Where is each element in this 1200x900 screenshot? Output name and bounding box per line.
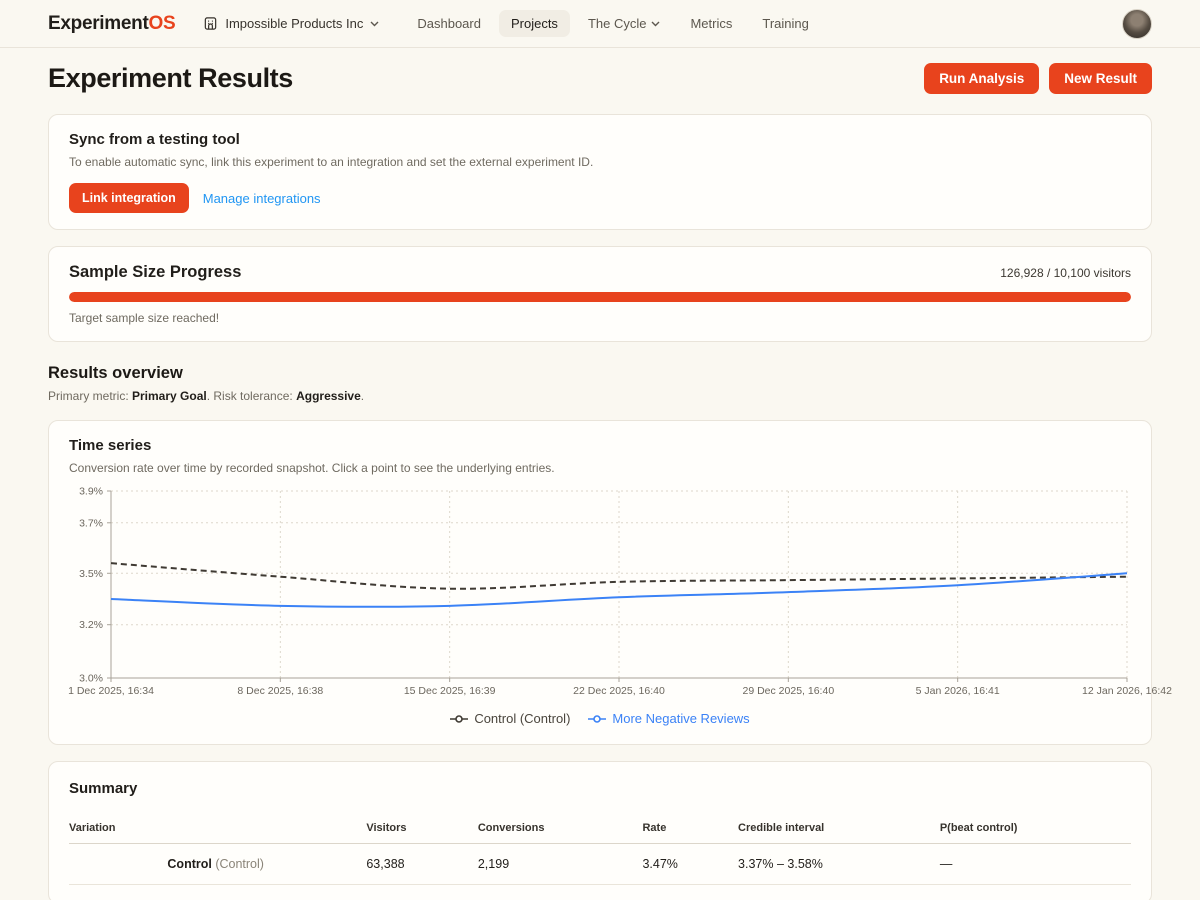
nav-item-metrics[interactable]: Metrics <box>690 16 733 31</box>
legend-line-icon <box>588 714 607 724</box>
brand-text: Experiment <box>48 12 149 34</box>
svg-text:5 Jan 2026, 16:41: 5 Jan 2026, 16:41 <box>916 685 1000 697</box>
p-beat-control-cell: — <box>939 843 1131 885</box>
sample-size-title: Sample Size Progress <box>69 263 242 281</box>
column-header-variation: Variation <box>69 813 367 844</box>
conversions-cell: 2,199 <box>477 843 643 885</box>
chevron-down-icon <box>651 21 660 27</box>
time-series-card: Time series Conversion rate over time by… <box>48 420 1172 745</box>
org-name: Impossible Products Inc <box>225 16 364 31</box>
svg-text:3.7%: 3.7% <box>79 517 103 529</box>
summary-table: Variation Visitors Conversions Rate Credible… <box>69 813 1131 885</box>
nav-item-projects[interactable]: Projects <box>498 10 570 37</box>
visitors-count: 126,928 / 10,100 visitors <box>1000 266 1131 280</box>
svg-text:15 Dec 2025, 16:39: 15 Dec 2025, 16:39 <box>404 685 496 697</box>
column-header-p-beat-control-: P(beat control) <box>939 813 1131 844</box>
chart-svg: 3.9% 3.7% 3.5% 3.2% 3.0%1 Dec 2025, 16:34 8 D… <box>68 486 1172 698</box>
nav-items: Dashboard Projects The Cycle Metrics Trainin… <box>405 10 820 37</box>
svg-text:8 Dec 2025, 16:38: 8 Dec 2025, 16:38 <box>237 685 323 697</box>
results-overview-section: Results overview Primary metric: Primary… <box>48 364 1152 403</box>
legend-item-control-control-[interactable]: Control (Control) <box>450 711 570 726</box>
link-integration-button[interactable]: Link integration <box>69 183 189 213</box>
nav-item-dashboard[interactable]: Dashboard <box>417 16 481 31</box>
rate-cell: 3.47% <box>642 843 739 885</box>
primary-metric-value: Primary Goal <box>132 389 207 403</box>
svg-text:22 Dec 2025, 16:40: 22 Dec 2025, 16:40 <box>573 685 665 697</box>
sync-card: Sync from a testing tool To enable autom… <box>48 114 1152 230</box>
visitors-cell: 63,388 <box>366 843 478 885</box>
summary-table-header: Variation Visitors Conversions Rate Credible… <box>69 813 1131 844</box>
time-series-chart[interactable]: 3.9% 3.7% 3.5% 3.2% 3.0% 1 Dec 2025, 16:34 8 D… <box>68 483 1172 702</box>
org-switcher[interactable]: Impossible Products Inc <box>203 16 379 31</box>
column-header-credible-interval: Credible interval <box>738 813 940 844</box>
user-avatar[interactable] <box>1122 8 1152 39</box>
svg-text:3.5%: 3.5% <box>79 568 103 580</box>
svg-text:3.2%: 3.2% <box>79 619 103 631</box>
brand-logo[interactable]: ExperimentOS <box>48 12 176 35</box>
risk-tolerance-value: Aggressive <box>296 389 361 403</box>
svg-text:1 Dec 2025, 16:34: 1 Dec 2025, 16:34 <box>68 685 154 697</box>
sync-card-description: To enable automatic sync, link this expe… <box>69 155 594 169</box>
legend-line-icon <box>450 714 469 724</box>
credible-interval-cell: 3.37% – 3.58% <box>738 843 940 885</box>
column-header-rate: Rate <box>642 813 739 844</box>
progress-status-text: Target sample size reached! <box>69 311 220 325</box>
page-content: Experiment Results Run Analysis New Resu… <box>0 48 1200 900</box>
column-header-visitors: Visitors <box>366 813 478 844</box>
column-header-conversions: Conversions <box>477 813 643 844</box>
nav-item-training[interactable]: Training <box>762 16 809 31</box>
variation-cell: Control (Control) <box>69 843 367 885</box>
results-overview-title: Results overview <box>48 364 183 382</box>
time-series-description: Conversion rate over time by recorded sn… <box>69 461 555 475</box>
page-title: Experiment Results <box>48 63 293 93</box>
sync-card-title: Sync from a testing tool <box>69 131 240 148</box>
legend-item-more-negative-reviews[interactable]: More Negative Reviews <box>588 711 750 726</box>
manage-integrations-link[interactable]: Manage integrations <box>202 190 321 206</box>
brand-accent: OS <box>148 12 176 34</box>
progress-bar <box>69 292 1131 302</box>
sample-size-card: Sample Size Progress 126,928 / 10,100 vi… <box>48 246 1152 342</box>
page-header: Experiment Results Run Analysis New Resu… <box>48 63 1152 94</box>
svg-text:12 Jan 2026, 16:42: 12 Jan 2026, 16:42 <box>1082 685 1172 697</box>
table-row: Control (Control) 63,388 2,199 3.47% 3.37% –… <box>69 843 1131 885</box>
chart-legend: Control (Control) More Negative Reviews <box>69 711 1131 726</box>
time-series-title: Time series <box>69 437 152 454</box>
summary-title: Summary <box>69 780 138 797</box>
progress-fill <box>69 292 1131 302</box>
run-analysis-button[interactable]: Run Analysis <box>924 63 1040 94</box>
building-icon <box>203 16 218 31</box>
svg-text:3.9%: 3.9% <box>79 486 103 498</box>
summary-card: Summary Variation Visitors Conversions Rate… <box>48 761 1152 900</box>
chevron-down-icon <box>370 21 379 27</box>
results-overview-meta: Primary metric: Primary Goal. Risk toler… <box>48 389 365 403</box>
svg-text:29 Dec 2025, 16:40: 29 Dec 2025, 16:40 <box>743 685 835 697</box>
navbar: ExperimentOS Impossible Products Inc Das… <box>0 0 1200 48</box>
new-result-button[interactable]: New Result <box>1049 63 1152 94</box>
svg-text:3.0%: 3.0% <box>79 673 103 685</box>
nav-item-the-cycle[interactable]: The Cycle <box>576 10 673 37</box>
